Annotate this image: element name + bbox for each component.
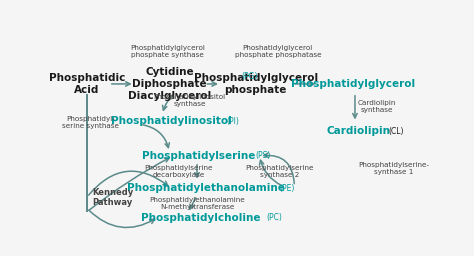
Text: Cytidine
Diphosphate
Diacylglycerol: Cytidine Diphosphate Diacylglycerol [128,67,211,101]
Text: Phosphatidylserine-
synthase 1: Phosphatidylserine- synthase 1 [358,162,429,175]
Text: (CL): (CL) [388,127,403,136]
Text: Phosphatidylinositol
synthase: Phosphatidylinositol synthase [154,94,226,107]
Text: Phosphatidylglycerol: Phosphatidylglycerol [291,79,415,89]
Text: (PI): (PI) [227,117,239,126]
Text: Phosphatidylethanolamine: Phosphatidylethanolamine [127,183,285,194]
Text: (PE): (PE) [280,184,295,193]
Text: Phosphatidyl-
serine synthase: Phosphatidyl- serine synthase [62,116,119,129]
Text: Cardiolipin
synthase: Cardiolipin synthase [358,100,396,113]
Text: Phosphatidylserine
decarboxylase: Phosphatidylserine decarboxylase [145,165,213,178]
Text: Phosphatidylglycerol
phosphate synthase: Phosphatidylglycerol phosphate synthase [130,45,205,58]
Text: Phosphatidylcholine: Phosphatidylcholine [141,213,260,223]
Text: Phosphatidylserine: Phosphatidylserine [142,151,255,161]
Text: Phoshatidylglycerol
phosphate phosphatase: Phoshatidylglycerol phosphate phosphatas… [235,45,321,58]
Text: Phosphatidylinositol: Phosphatidylinositol [111,116,232,126]
Text: (PC): (PC) [267,214,283,222]
Text: Kennedy
Pathway: Kennedy Pathway [92,188,133,207]
Text: Phosphatidylserine
synthase 2: Phosphatidylserine synthase 2 [246,165,314,178]
Text: Phosphatidylethanolamine
N-methyltransferase: Phosphatidylethanolamine N-methyltransfe… [149,197,245,210]
Text: Phosphatidylglycerol
phosphate: Phosphatidylglycerol phosphate [194,73,318,95]
Text: (PS): (PS) [256,151,271,161]
Text: Phosphatidic
Acid: Phosphatidic Acid [49,73,125,95]
Text: Cardiolipin: Cardiolipin [327,126,391,136]
Text: (PG): (PG) [241,72,257,81]
